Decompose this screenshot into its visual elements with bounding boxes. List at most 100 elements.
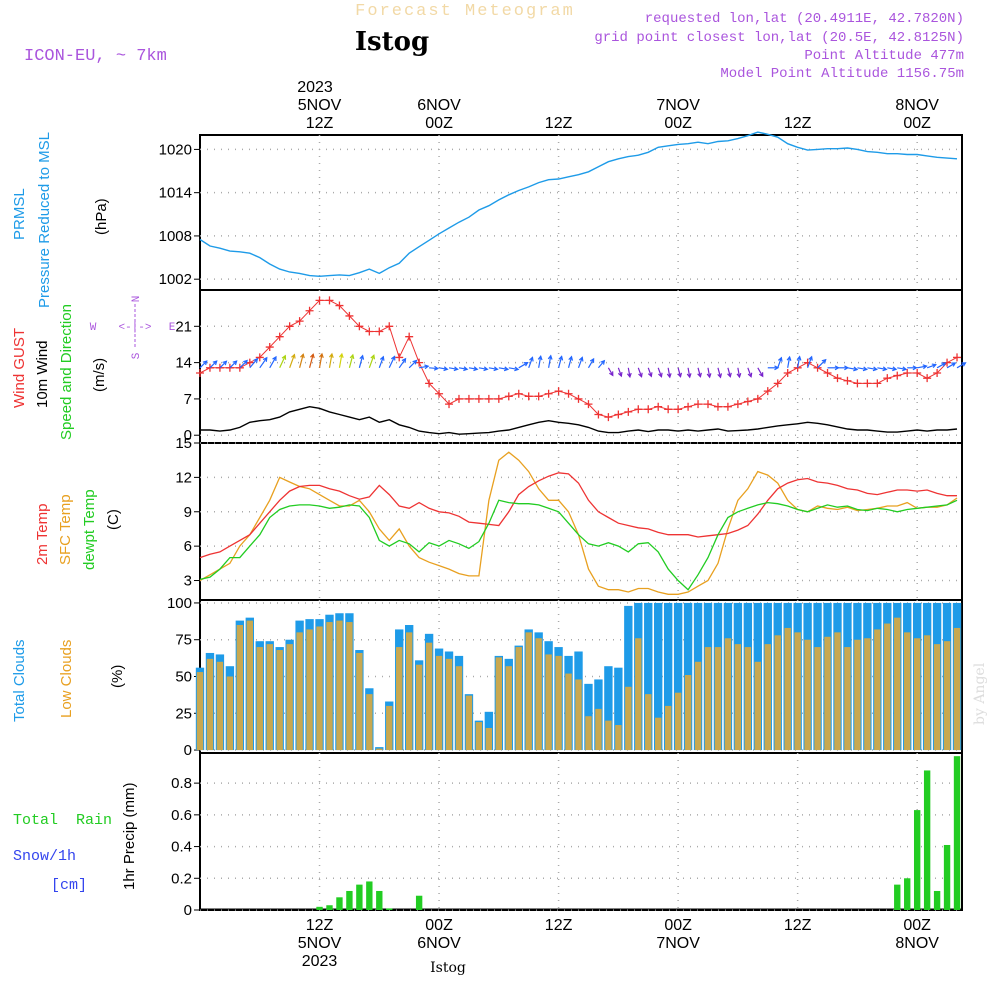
y-tick-label: 25 — [175, 705, 192, 722]
gust-marker — [694, 400, 703, 409]
gust-marker — [594, 410, 603, 419]
wind-arrow-head — [443, 366, 449, 372]
low-cloud-bar — [505, 666, 512, 751]
gust-marker — [524, 392, 533, 401]
low-cloud-bar — [605, 720, 612, 751]
wind-arrow — [777, 357, 782, 369]
low-cloud-bar — [425, 642, 433, 751]
wind-arrow — [199, 360, 208, 369]
p5-label-axis: 1hr Precip (mm) — [121, 782, 138, 890]
wind-arrow — [956, 362, 966, 369]
gust-marker — [235, 363, 244, 372]
y-tick-label: 0 — [184, 427, 192, 444]
y-tick-label: 1002 — [159, 271, 192, 288]
wind-arrow — [558, 356, 563, 368]
wind-arrow — [697, 367, 701, 377]
low-cloud-bar — [664, 705, 672, 751]
low-cloud-bar — [565, 673, 572, 751]
wind-arrow — [647, 367, 652, 377]
precip-bar — [346, 890, 353, 910]
top-year: 2023 — [297, 79, 333, 96]
precip-bar — [953, 756, 961, 910]
low-cloud-bar — [356, 652, 363, 751]
p3-label-2m: 2m Temp — [34, 504, 51, 565]
wind-arrow — [847, 367, 858, 371]
wind-arrow-head — [902, 366, 908, 372]
p5-label-cm: [cm] — [51, 877, 87, 894]
gust-marker — [544, 389, 553, 398]
low-cloud-bar — [296, 632, 303, 751]
y-tick-label: 21 — [175, 318, 192, 335]
gust-marker — [953, 353, 962, 362]
total-cloud-bar — [673, 602, 683, 751]
gust-marker — [713, 402, 722, 411]
wind-arrow-head — [931, 363, 937, 369]
panel-1: 1002 1008 1014 1020 — [159, 131, 963, 291]
wind-arrow — [877, 367, 887, 370]
low-cloud-bar — [923, 635, 931, 751]
low-cloud-bar — [216, 661, 224, 751]
wind-arrow-head — [318, 352, 324, 358]
wind-arrow — [229, 360, 238, 369]
panel-frame — [199, 134, 963, 291]
precip-bar — [904, 878, 911, 910]
wind-arrow-head — [578, 356, 584, 362]
temp-2m-line — [199, 472, 957, 559]
wind-arrow-head — [589, 357, 595, 363]
low-cloud-bar — [495, 657, 503, 751]
low-cloud-bar — [774, 635, 781, 751]
gust-marker — [893, 371, 902, 380]
p4-label-low: Low Clouds — [58, 640, 75, 718]
top-hour-label: 12Z — [545, 115, 573, 132]
gust-marker — [664, 405, 673, 414]
y-tick-label: 0.8 — [171, 775, 192, 792]
low-cloud-bar — [316, 626, 323, 751]
low-cloud-bar — [953, 627, 961, 751]
wind-arrow — [438, 367, 448, 370]
gust-marker — [604, 413, 613, 422]
wind-arrow-head — [727, 372, 732, 378]
low-cloud-bar — [595, 708, 602, 751]
wind-arrow-head — [666, 373, 672, 379]
wind-line — [200, 405, 958, 435]
wind-arrow-head — [272, 355, 277, 361]
wind-arrow-head — [202, 360, 208, 366]
precip-bar — [386, 908, 393, 910]
low-cloud-bar — [585, 716, 592, 751]
wind-arrow-head — [547, 354, 553, 360]
wind-arrow-head — [463, 366, 469, 372]
wind-arrow — [528, 357, 534, 369]
total-cloud-bar — [624, 605, 633, 751]
y-tick-label: 50 — [175, 669, 192, 686]
precip-bar — [894, 884, 901, 910]
gust-marker — [514, 389, 523, 398]
low-cloud-bar — [475, 722, 483, 751]
low-cloud-bar — [465, 695, 473, 751]
low-cloud-bar — [326, 622, 333, 751]
gust-marker — [484, 394, 493, 403]
y-tick-label: 6 — [184, 538, 192, 555]
wind-arrow — [348, 354, 354, 368]
gust-marker — [445, 400, 454, 409]
precip-bar — [356, 884, 363, 910]
wind-arrow — [707, 367, 711, 378]
gust-marker — [325, 296, 334, 305]
low-cloud-bar — [844, 647, 851, 751]
low-cloud-bar — [874, 629, 881, 751]
gust-marker — [415, 358, 424, 367]
low-cloud-bar — [306, 629, 313, 751]
p3-label-dewpt: dewpt Temp — [81, 489, 98, 570]
low-cloud-bar — [734, 644, 742, 751]
wind-arrow-head — [338, 352, 344, 358]
low-cloud-bar — [376, 748, 383, 751]
low-cloud-bar — [236, 625, 244, 751]
gust-marker — [265, 343, 274, 352]
gust-marker — [933, 368, 942, 377]
wind-arrow-head — [568, 355, 574, 361]
gust-marker — [355, 322, 364, 331]
wind-arrow — [807, 356, 813, 369]
wind-arrow-head — [328, 352, 334, 358]
gust-marker — [684, 402, 693, 411]
panel-frame — [199, 752, 963, 911]
bottom-date-label: 5NOV — [298, 935, 342, 952]
